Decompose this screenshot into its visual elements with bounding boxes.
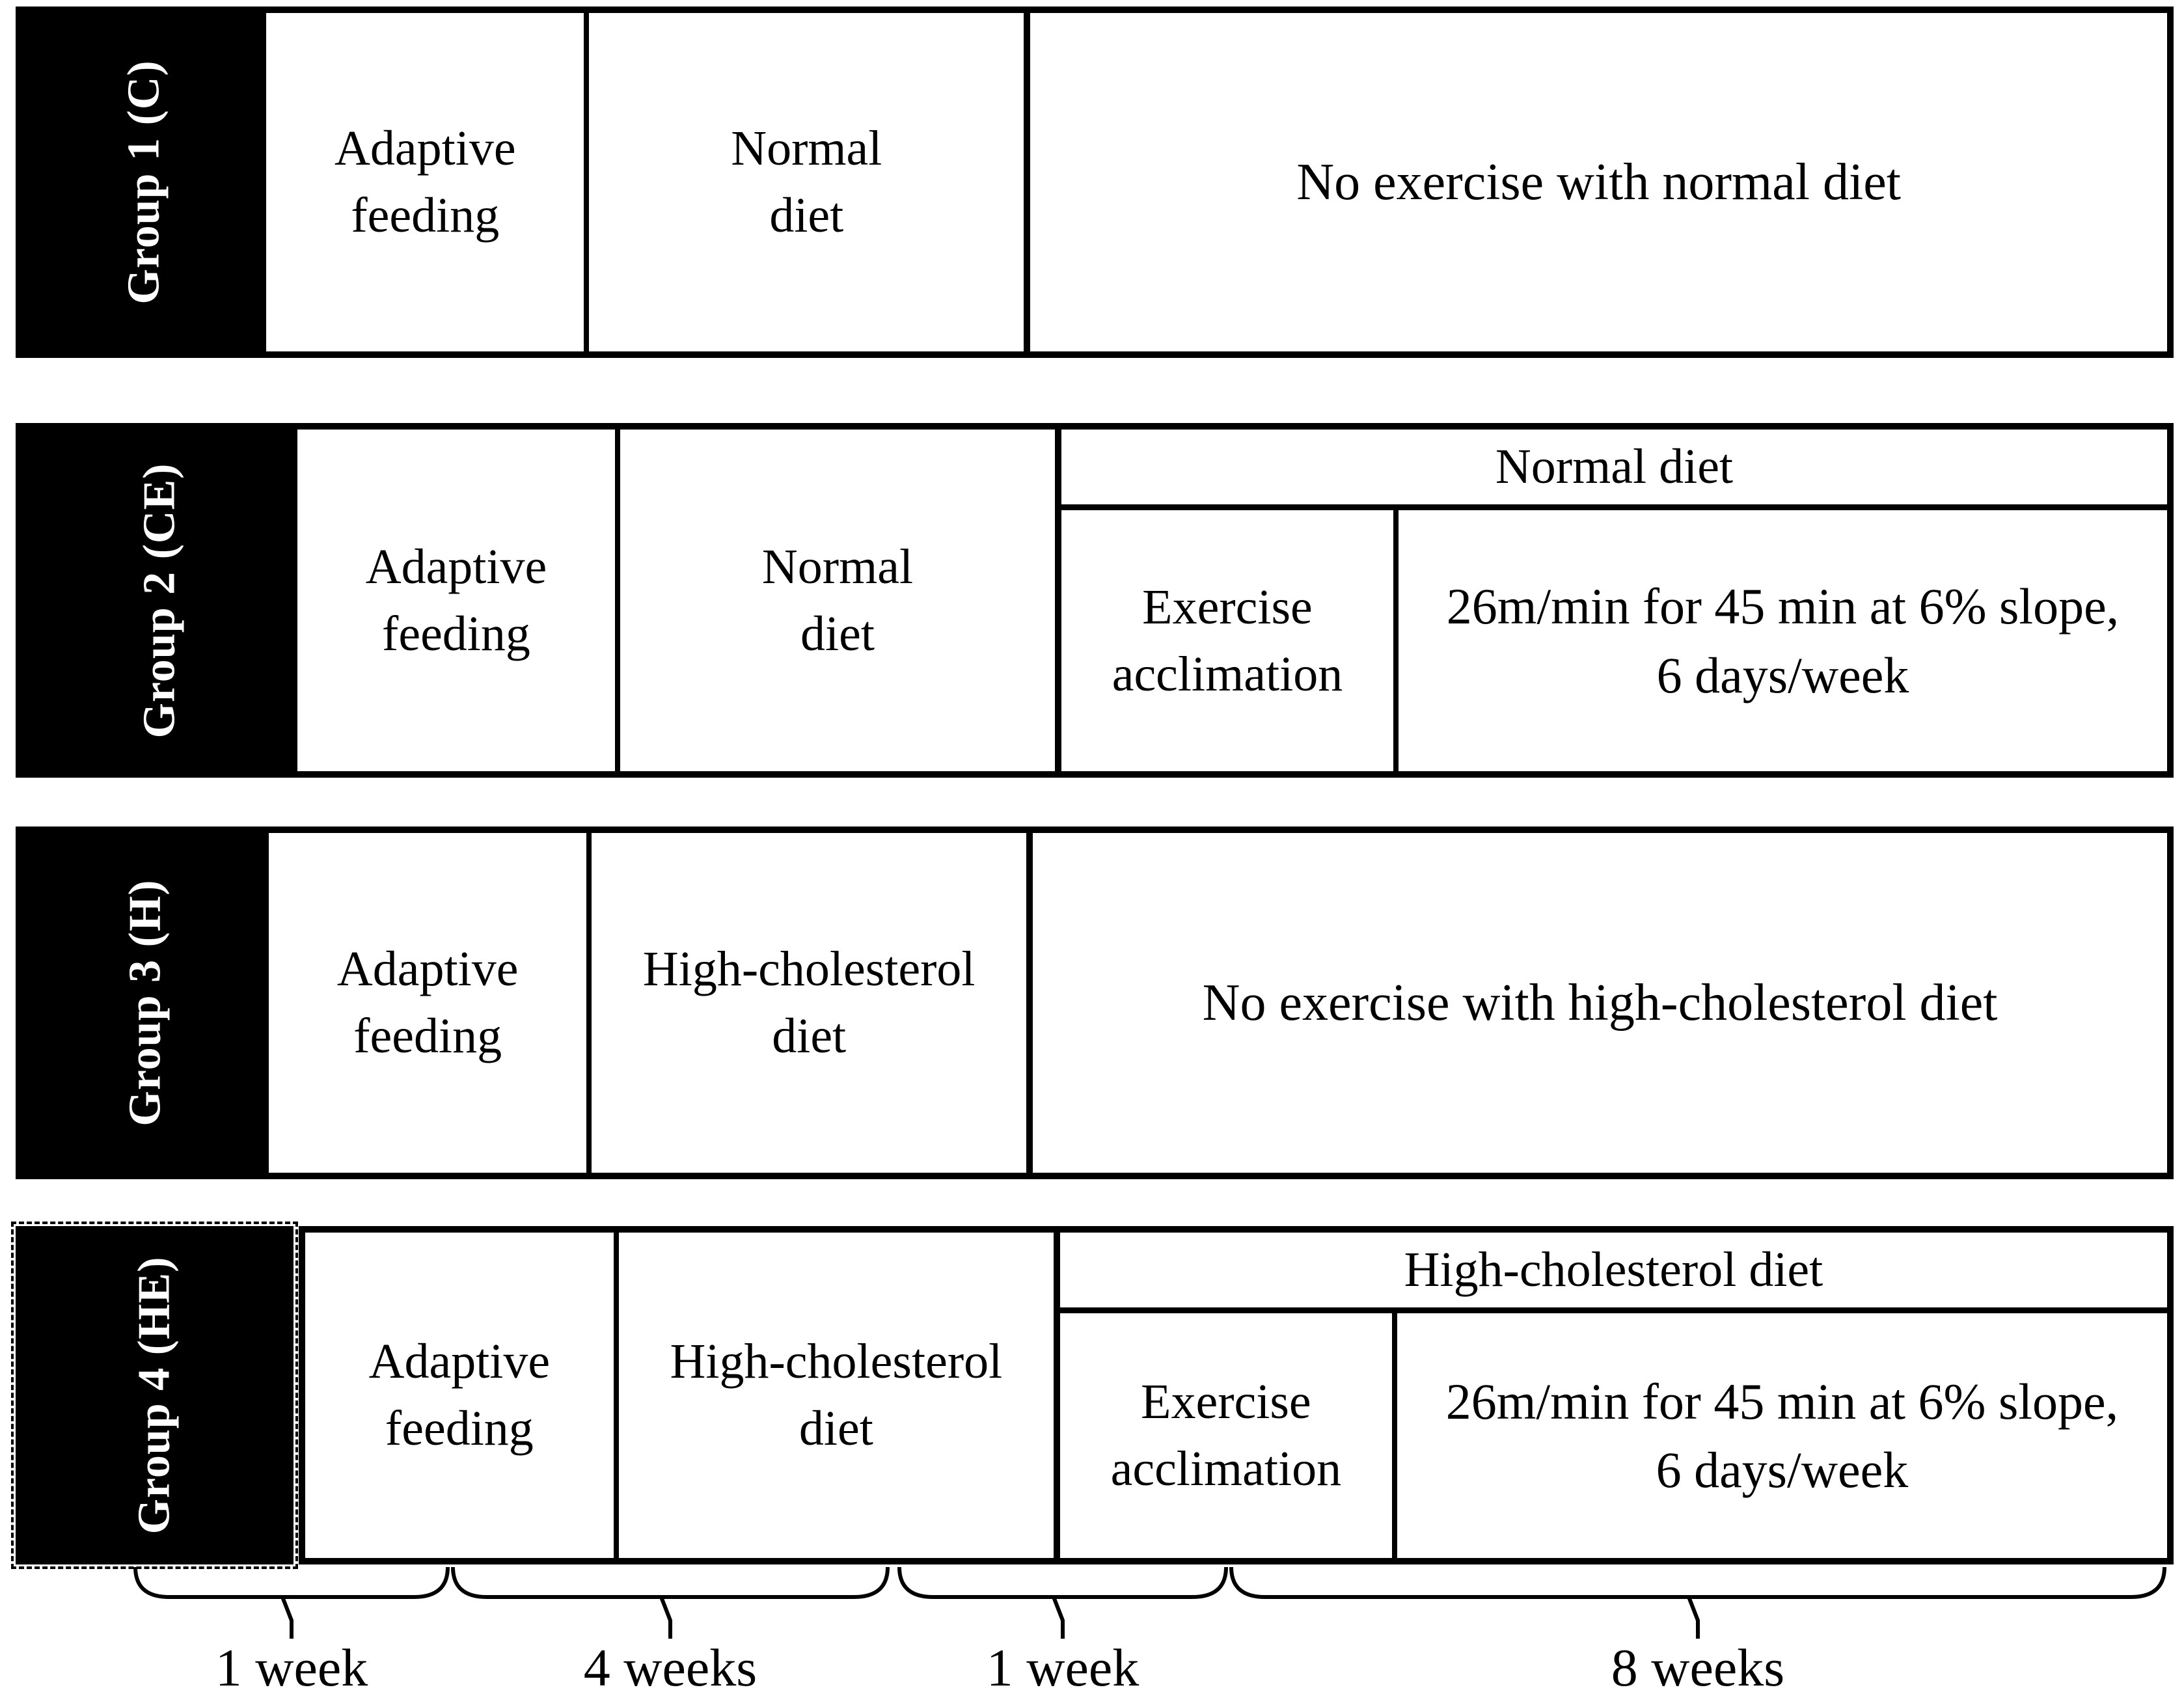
timeline-label-3: 1 week [986,1638,1140,1697]
underbrace-icon [897,1566,1228,1639]
group-3-label: Group 3 (H) [120,879,171,1127]
group-1-label-box: Group 1 (C) [22,13,267,351]
underbrace-tail [1687,1596,1700,1639]
group-2-label-box: Group 2 (CE) [22,430,297,771]
underbrace-tail [280,1596,293,1639]
group-4-exercise-subrow: Exercise acclimation 26m/min for 45 min … [1060,1313,2167,1558]
group-4-exercise-protocol-cell: 26m/min for 45 min at 6% slope, 6 days/w… [1391,1313,2167,1558]
group-4-row: Group 4 (HE) Adaptive feeding High-chole… [11,1222,2174,1569]
underbrace-body [451,1566,890,1599]
group-4-adaptive-feeding-cell: Adaptive feeding [368,1334,551,1456]
group-1-label: Group 1 (C) [118,60,169,305]
timeline-brace-2 [450,1564,890,1643]
group-3-label-box: Group 3 (H) [22,833,269,1173]
group-2-label: Group 2 (CE) [134,463,185,738]
group-4-exercise-acclimation-cell: Exercise acclimation [1110,1374,1342,1496]
underbrace-icon [1229,1566,2166,1639]
group-2-exercise-protocol-cell: 26m/min for 45 min at 6% slope, 6 days/w… [1393,510,2167,771]
underbrace-icon [133,1566,450,1639]
group-3-row: Group 3 (H) Adaptive feeding High-choles… [16,826,2174,1179]
group-2-row: Group 2 (CE) Adaptive feeding Normal die… [16,423,2174,778]
timeline-label-1: 1 week [215,1638,368,1697]
timeline-brace-4 [1229,1564,2167,1643]
group-3-diet-cell: High-cholesterol diet [586,833,1026,1173]
timeline-label-2: 4 weeks [583,1638,758,1697]
underbrace-body [897,1566,1228,1599]
timeline-brace-3 [897,1564,1229,1643]
group-1-outcome-cell: No exercise with normal diet [1024,13,2167,351]
timeline-brace-1 [133,1564,450,1643]
underbrace-tail [1052,1596,1065,1639]
group-4-label: Group 4 (HE) [129,1256,180,1535]
group-2-adaptive-feeding-cell: Adaptive feeding [365,539,547,661]
group-2-exercise-acclimation-cell: Exercise acclimation [1112,579,1343,702]
group-4-diet-cell: High-cholesterol diet [613,1233,1054,1558]
group-4-row-body: Adaptive feeding High-cholesterol diet H… [298,1226,2174,1564]
group-4-diet-band: High-cholesterol diet [1059,1233,2167,1313]
group-2-exercise-section: Normal diet Exercise acclimation 26m/min… [1054,430,2167,771]
underbrace-icon [451,1566,890,1639]
group-4-label-box: Group 4 (HE) [11,1222,298,1569]
group-2-diet-band: Normal diet [1061,430,2167,510]
group-1-row: Group 1 (C) Adaptive feeding Normal diet… [16,7,2174,358]
group-1-diet-cell: Normal diet [584,13,1024,351]
group-2-exercise-subrow: Exercise acclimation 26m/min for 45 min … [1061,510,2167,771]
group-1-adaptive-feeding-cell: Adaptive feeding [334,121,516,243]
underbrace-tail [659,1596,672,1639]
group-3-adaptive-feeding-cell: Adaptive feeding [336,942,519,1063]
underbrace-body [133,1566,450,1599]
group-4-exercise-section: High-cholesterol diet Exercise acclimati… [1053,1233,2167,1558]
group-3-outcome-cell: No exercise with high-cholesterol diet [1026,833,2167,1173]
group-2-diet-cell: Normal diet [614,430,1055,771]
underbrace-body [1229,1566,2166,1599]
timeline-label-4: 8 weeks [1611,1638,1785,1697]
